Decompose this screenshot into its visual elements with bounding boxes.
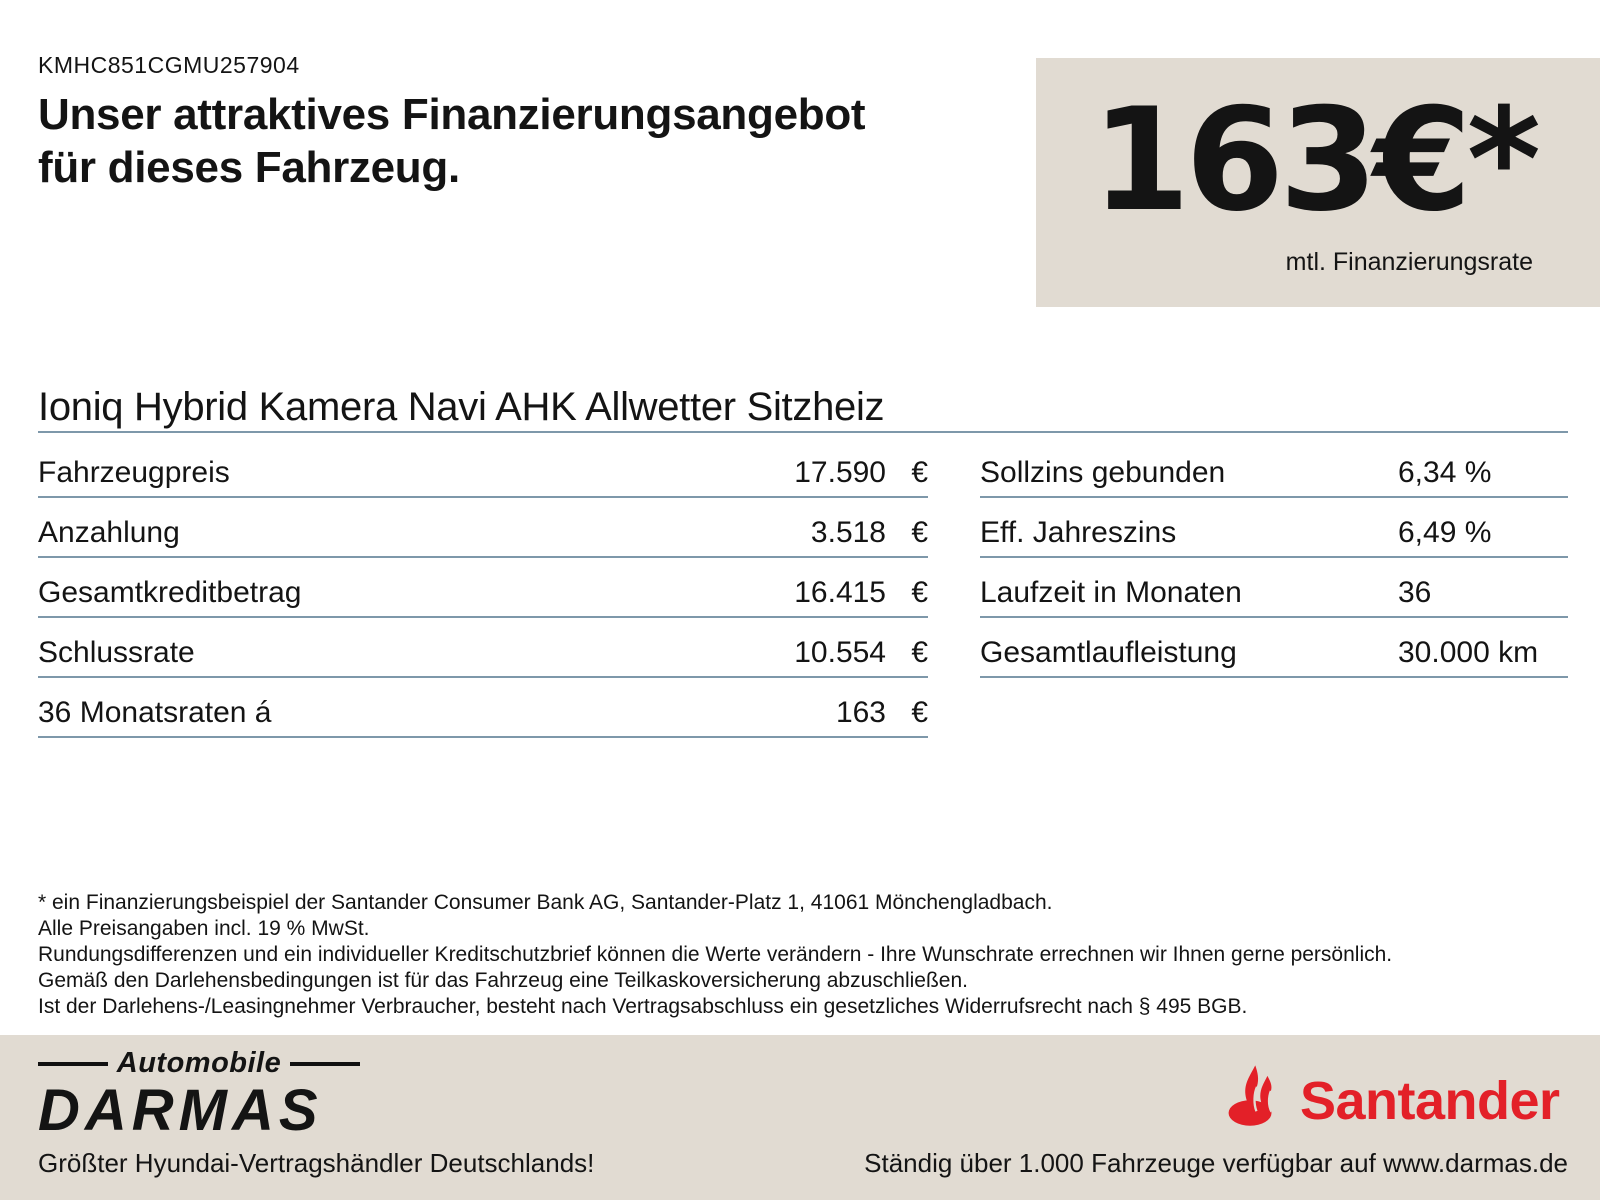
vehicle-vin: KMHC851CGMU257904 — [38, 52, 300, 78]
row-unit: € — [911, 456, 928, 489]
santander-logo: Santander — [1228, 1063, 1560, 1132]
row-value: 6,34 % — [1398, 456, 1492, 489]
disclaimer-line: Rundungsdifferenzen und ein individuelle… — [38, 943, 1393, 966]
table-row: Sollzins gebunden 6,34 % — [980, 448, 1568, 498]
vehicle-title: Ioniq Hybrid Kamera Navi AHK Allwetter S… — [38, 385, 885, 429]
row-label: Fahrzeugpreis — [38, 456, 230, 489]
table-row: Eff. Jahreszins 6,49 % — [980, 508, 1568, 558]
table-row: 36 Monatsraten á 163 € — [38, 688, 928, 738]
row-unit: € — [911, 516, 928, 549]
disclaimer-line: Gemäß den Darlehensbedingungen ist für d… — [38, 969, 968, 992]
vehicle-title-rule — [38, 431, 1568, 433]
row-label: Schlussrate — [38, 636, 195, 669]
row-unit: € — [911, 636, 928, 669]
page-title-line1: Unser attraktives Finanzierungsangebot — [38, 90, 866, 139]
disclaimer-line: Ist der Darlehens-/Leasingnehmer Verbrau… — [38, 995, 1248, 1018]
row-label: Gesamtkreditbetrag — [38, 576, 302, 609]
table-row: Anzahlung 3.518 € — [38, 508, 928, 558]
darmas-logo: Automobile DARMAS — [38, 1047, 360, 1140]
row-label: 36 Monatsraten á — [38, 696, 272, 729]
row-unit: € — [911, 696, 928, 729]
footer-tagline-right: Ständig über 1.000 Fahrzeuge verfügbar a… — [864, 1148, 1568, 1178]
monthly-rate-box: 163€* mtl. Finanzierungsrate — [1036, 58, 1600, 307]
santander-logo-name: Santander — [1300, 1071, 1560, 1132]
disclaimer-line: * ein Finanzierungsbeispiel der Santande… — [38, 891, 1053, 914]
table-row: Fahrzeugpreis 17.590 € — [38, 448, 928, 498]
row-label: Eff. Jahreszins — [980, 516, 1177, 549]
logo-rule-right — [290, 1061, 360, 1066]
disclaimer-block: * ein Finanzierungsbeispiel der Santande… — [38, 890, 1392, 1020]
row-value: 17.590 — [794, 456, 886, 489]
row-value: 36 — [1398, 576, 1432, 609]
row-value: 3.518 — [810, 516, 886, 549]
row-value: 16.415 — [794, 576, 886, 609]
table-row: Gesamtlaufleistung 30.000 km — [980, 628, 1568, 678]
table-row: Schlussrate 10.554 € — [38, 628, 928, 678]
row-label: Sollzins gebunden — [980, 456, 1226, 489]
santander-flame-icon — [1228, 1065, 1273, 1126]
darmas-logo-automobile: Automobile — [116, 1047, 282, 1079]
row-unit: € — [911, 576, 928, 609]
row-label: Anzahlung — [38, 516, 180, 549]
table-row: Gesamtkreditbetrag 16.415 € — [38, 568, 928, 618]
row-label: Laufzeit in Monaten — [980, 576, 1242, 609]
row-value: 163 — [835, 696, 886, 729]
logo-rule-left — [38, 1061, 108, 1066]
darmas-logo-top: Automobile — [38, 1047, 360, 1080]
table-row: Laufzeit in Monaten 36 — [980, 568, 1568, 618]
page-title-line2: für dieses Fahrzeug. — [38, 143, 460, 192]
row-value: 10.554 — [794, 636, 886, 669]
row-value: 6,49 % — [1398, 516, 1492, 549]
footer: Automobile DARMAS Santander Größter Hyun… — [0, 1035, 1600, 1200]
disclaimer-line: Alle Preisangaben incl. 19 % MwSt. — [38, 917, 370, 940]
page-title: Unser attraktives Finanzierungsangebot f… — [38, 88, 866, 194]
row-label: Gesamtlaufleistung — [980, 636, 1237, 669]
footer-tagline-left: Größter Hyundai-Vertragshändler Deutschl… — [38, 1148, 595, 1178]
row-value: 30.000 km — [1398, 636, 1539, 669]
darmas-logo-name: DARMAS — [38, 1078, 323, 1143]
monthly-rate-amount: 163€* — [1091, 78, 1541, 243]
monthly-rate-caption: mtl. Finanzierungsrate — [1285, 248, 1533, 276]
